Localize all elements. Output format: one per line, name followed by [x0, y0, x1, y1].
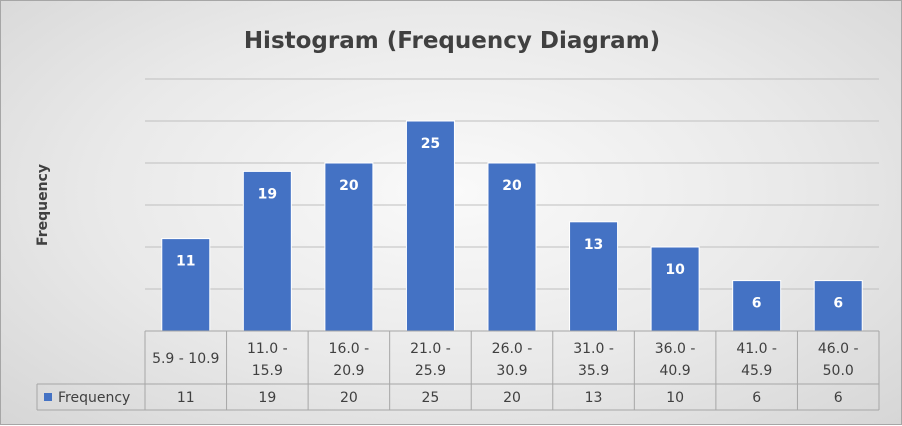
table-value: 13 [585, 390, 603, 406]
bar [487, 162, 537, 332]
x-tick-label: 11.0 -15.9 [247, 341, 288, 379]
bar [242, 170, 292, 332]
bar [161, 238, 211, 332]
bar [650, 246, 700, 332]
x-tick-label: 46.0 -50.0 [818, 341, 859, 379]
table-value: 6 [834, 390, 843, 406]
bar [405, 120, 455, 332]
x-tick-label: 36.0 -40.9 [655, 341, 696, 379]
chart-title: Histogram (Frequency Diagram) [244, 28, 660, 54]
x-tick-label: 21.0 -25.9 [410, 341, 451, 379]
data-label: 20 [339, 178, 359, 194]
data-label: 6 [752, 296, 762, 312]
table-value: 25 [422, 390, 440, 406]
bar [569, 221, 619, 332]
bars [161, 120, 863, 332]
bar [732, 280, 782, 332]
x-tick-label: 16.0 -20.9 [329, 341, 370, 379]
data-label: 13 [584, 237, 603, 253]
data-label: 10 [665, 262, 685, 278]
table-value: 19 [258, 390, 276, 406]
legend-series-name: Frequency [58, 390, 130, 406]
legend-key [44, 393, 52, 401]
table-value: 20 [340, 390, 358, 406]
data-label: 11 [176, 254, 195, 270]
data-label: 19 [258, 186, 277, 202]
x-tick-label: 41.0 -45.9 [736, 341, 777, 379]
bar [324, 162, 374, 332]
data-label: 6 [833, 296, 843, 312]
x-tick-label: 5.9 - 10.9 [152, 351, 219, 367]
data-labels: 11 19 20 25 20 13 10 6 6 [176, 136, 843, 312]
data-label: 20 [502, 178, 522, 194]
table-value: 6 [752, 390, 761, 406]
x-tick-label: 31.0 -35.9 [573, 341, 614, 379]
table-value: 11 [177, 390, 195, 406]
table-value: 10 [666, 390, 684, 406]
data-table: 5.9 - 10.9 11.0 -15.9 16.0 -20.9 21.0 -25.9… [36, 330, 880, 411]
x-tick-label: 26.0 -30.9 [492, 341, 533, 379]
table-value: 20 [503, 390, 521, 406]
y-axis-label: Frequency [35, 164, 51, 246]
data-label: 25 [421, 136, 440, 152]
